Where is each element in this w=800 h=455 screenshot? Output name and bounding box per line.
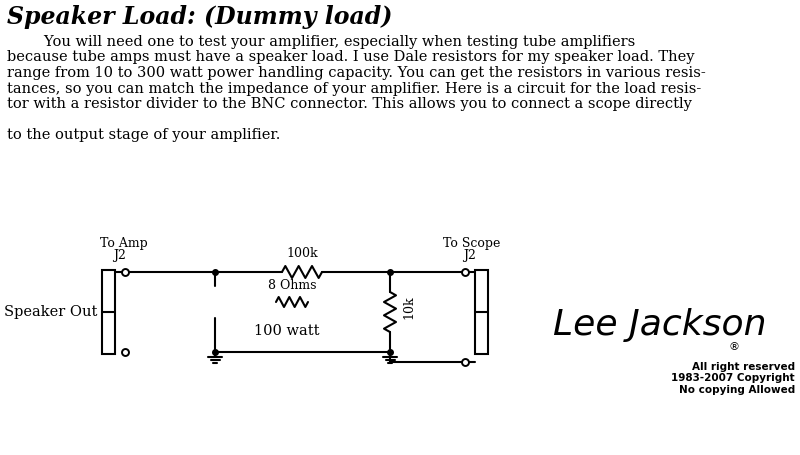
Text: J2: J2 [114,249,126,262]
Text: J2: J2 [463,249,477,262]
Text: tances, so you can match the impedance of your amplifier. Here is a circuit for : tances, so you can match the impedance o… [7,81,702,96]
Text: You will need one to test your amplifier, especially when testing tube amplifier: You will need one to test your amplifier… [7,35,635,49]
Text: 10k: 10k [402,295,415,319]
Text: tor with a resistor divider to the BNC connector. This allows you to connect a s: tor with a resistor divider to the BNC c… [7,97,692,111]
Text: 8 Ohms: 8 Ohms [268,279,316,292]
Text: ®: ® [728,342,739,352]
Text: To Amp: To Amp [100,237,147,250]
Text: 100 watt: 100 watt [254,324,320,338]
Text: Speaker Out: Speaker Out [4,305,97,319]
Text: To Scope: To Scope [443,237,500,250]
Text: Speaker Load: (Dummy load): Speaker Load: (Dummy load) [7,5,392,29]
Text: All right reserved
1983-2007 Copyright
No copying Allowed: All right reserved 1983-2007 Copyright N… [671,362,795,395]
Text: Lee Jackson: Lee Jackson [554,308,766,342]
Text: to the output stage of your amplifier.: to the output stage of your amplifier. [7,128,280,142]
Text: range from 10 to 300 watt power handling capacity. You can get the resistors in : range from 10 to 300 watt power handling… [7,66,706,80]
Text: because tube amps must have a speaker load. I use Dale resistors for my speaker : because tube amps must have a speaker lo… [7,51,694,65]
Text: 100k: 100k [286,247,318,260]
